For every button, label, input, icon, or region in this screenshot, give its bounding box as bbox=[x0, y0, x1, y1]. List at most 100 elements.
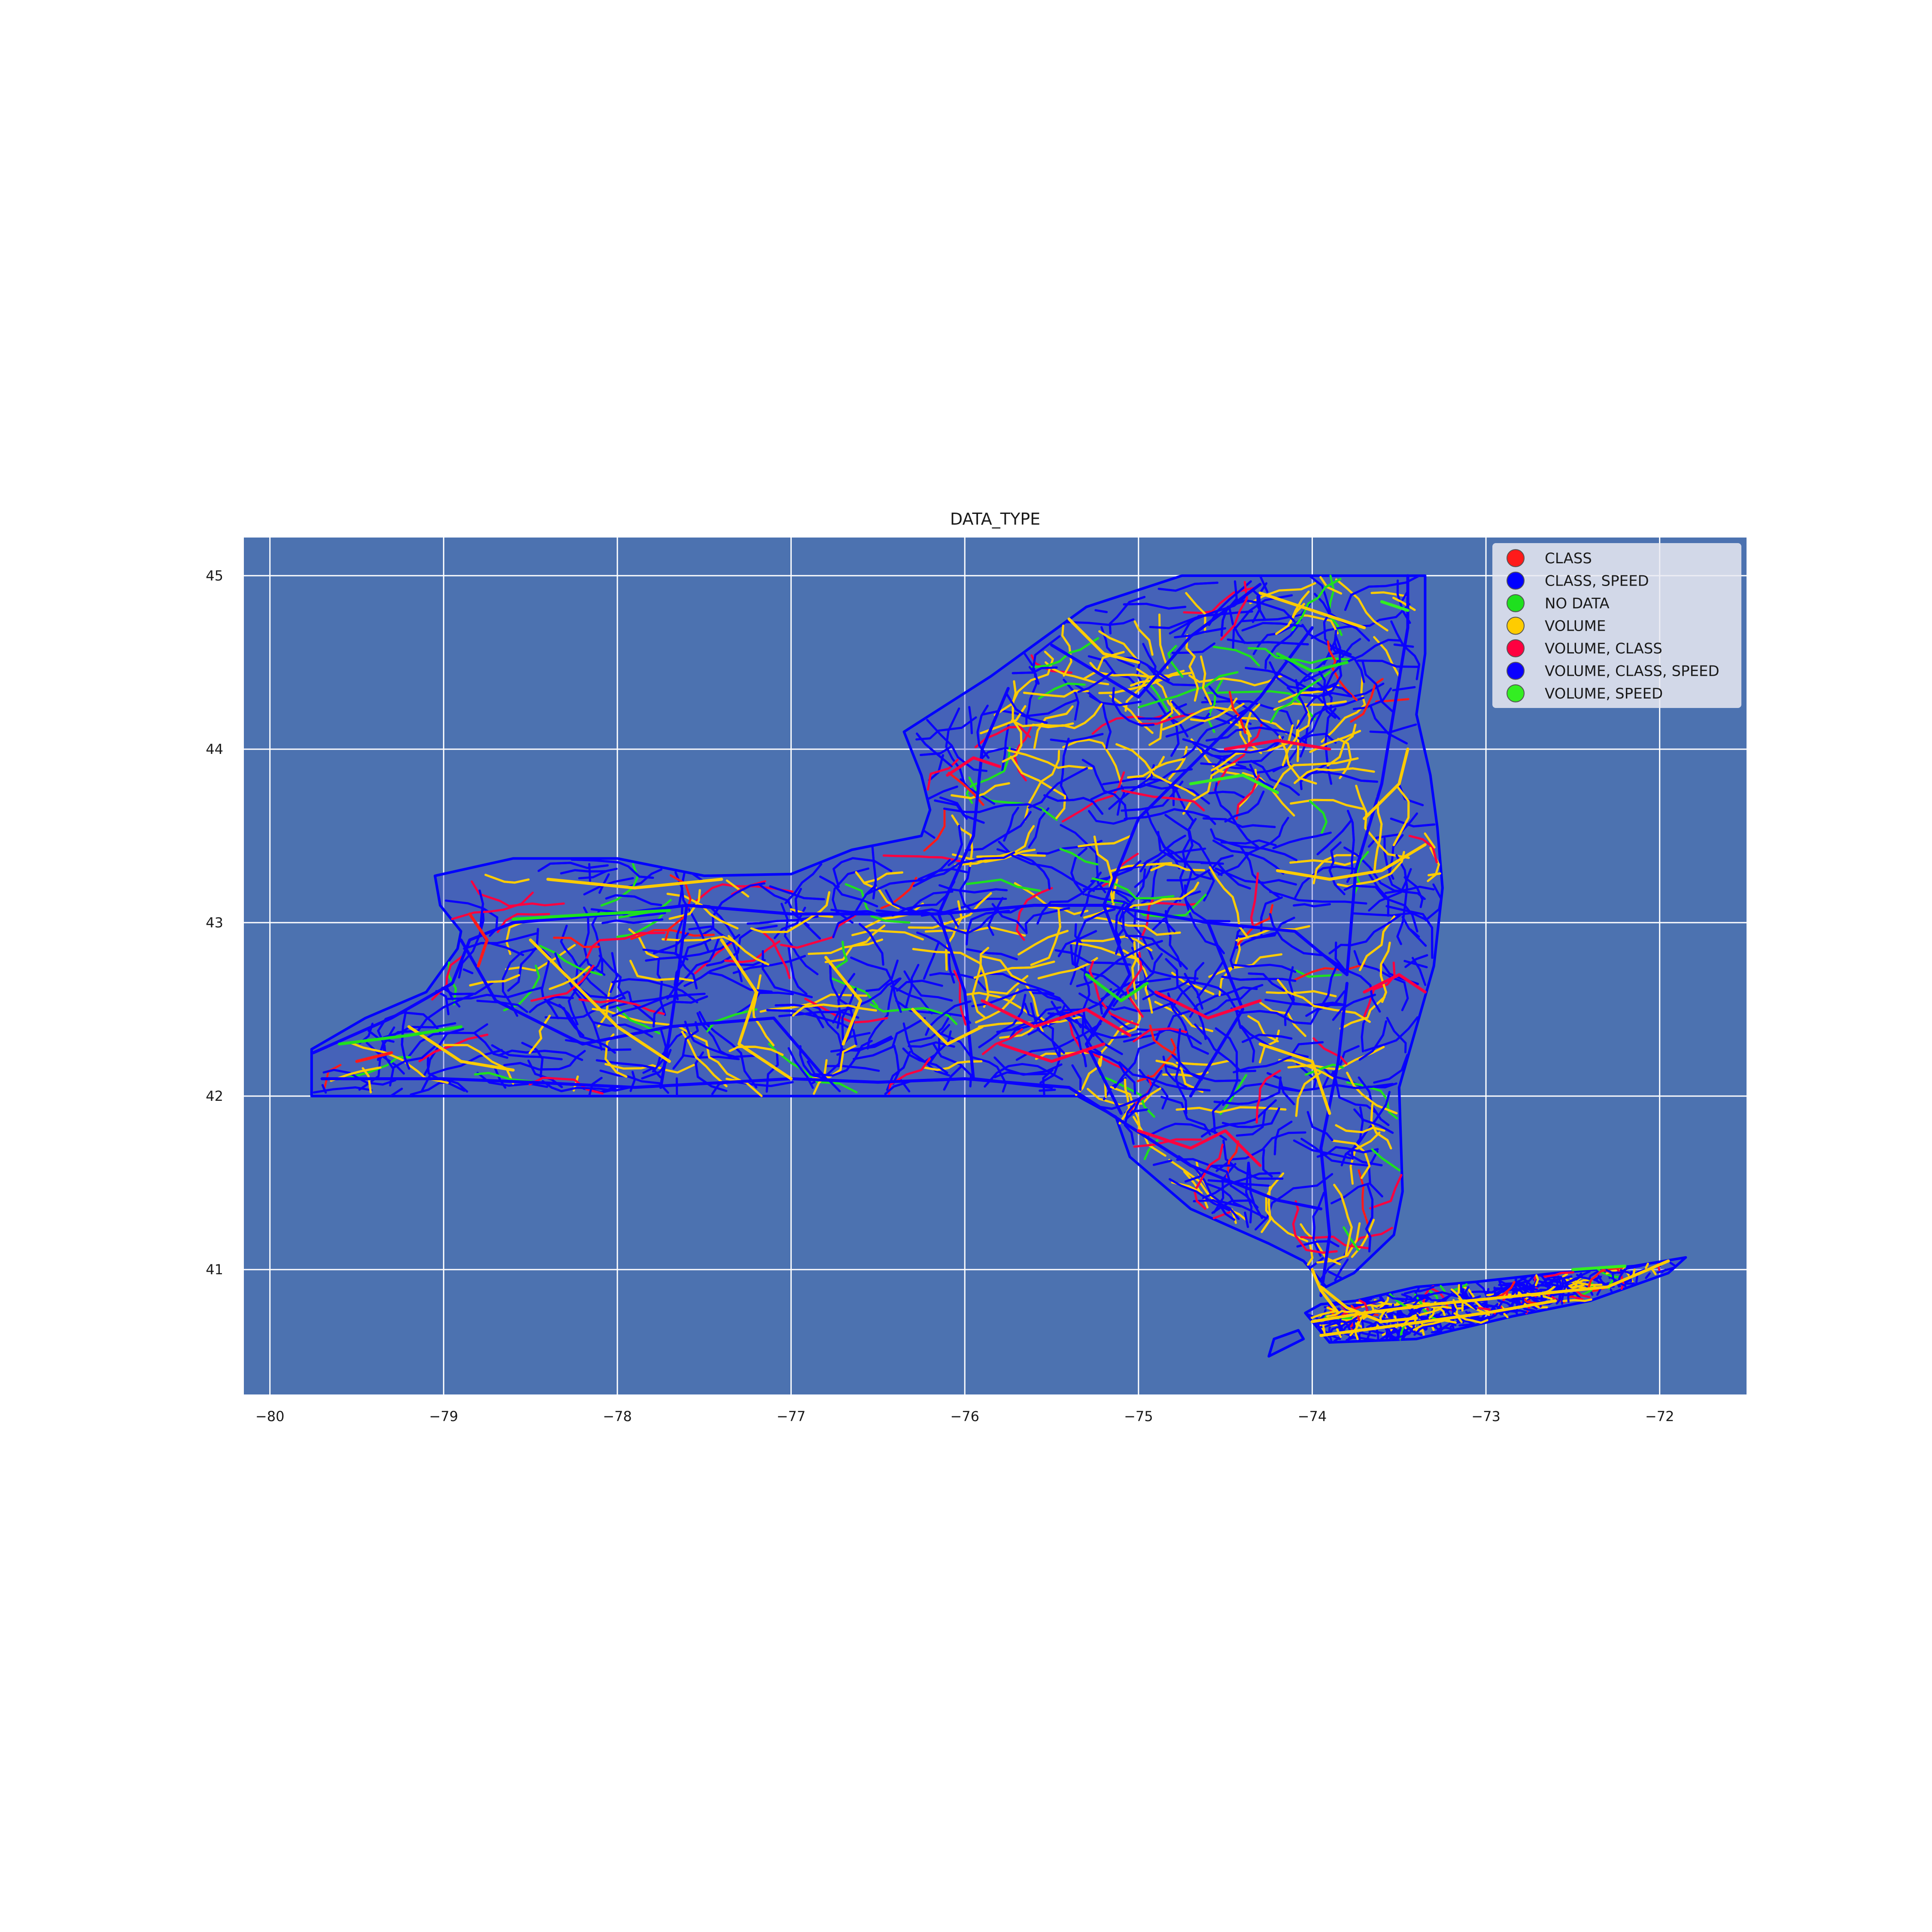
road-segment bbox=[1121, 781, 1184, 812]
road-segment bbox=[1164, 910, 1182, 967]
legend-box bbox=[1492, 543, 1741, 708]
road-segment bbox=[1167, 645, 1184, 678]
road-volume-class bbox=[1137, 1129, 1262, 1167]
road-segment bbox=[1383, 837, 1394, 880]
road-segment bbox=[1242, 1033, 1293, 1043]
road-segment bbox=[855, 871, 900, 909]
road-segment bbox=[923, 829, 936, 839]
road-segment bbox=[1194, 1143, 1224, 1210]
road-segment bbox=[1227, 638, 1309, 646]
road-segment bbox=[978, 972, 1054, 995]
road-segment bbox=[1324, 708, 1337, 785]
road-segment bbox=[1496, 1281, 1516, 1298]
road-segment bbox=[611, 994, 687, 1017]
road-segment bbox=[1136, 668, 1181, 716]
road-segment bbox=[1165, 958, 1207, 1040]
road-segment bbox=[750, 891, 830, 933]
x-tick-label: −76 bbox=[950, 1408, 979, 1425]
road-segment bbox=[774, 906, 806, 939]
road-segment bbox=[882, 854, 963, 863]
road-segment bbox=[1081, 759, 1128, 820]
road-segment bbox=[1043, 794, 1104, 815]
road-segment bbox=[541, 1080, 631, 1092]
road-segment bbox=[966, 746, 1011, 804]
road-volume-class bbox=[981, 999, 1132, 1037]
legend-label: VOLUME, SPEED bbox=[1545, 685, 1663, 702]
road-segment bbox=[1272, 757, 1359, 791]
road-segment bbox=[1369, 1174, 1403, 1209]
road-segment bbox=[1071, 1064, 1082, 1091]
road-segment bbox=[1247, 1015, 1279, 1042]
road-segment bbox=[1587, 1267, 1623, 1288]
road-segment bbox=[1139, 957, 1199, 980]
road-segment bbox=[1075, 684, 1112, 749]
road-segment bbox=[1295, 1071, 1322, 1117]
road-segment bbox=[544, 999, 585, 1037]
road-segment bbox=[586, 932, 665, 959]
road-volume-class bbox=[1224, 739, 1331, 751]
road-segment bbox=[1310, 603, 1411, 639]
road-segment bbox=[1228, 580, 1246, 644]
road-segment bbox=[1409, 1293, 1430, 1317]
road-segment bbox=[1460, 1282, 1477, 1310]
road-segment bbox=[1130, 670, 1185, 687]
road-segment bbox=[1108, 764, 1155, 810]
road-segment bbox=[1030, 908, 1061, 966]
road-segment bbox=[915, 716, 977, 741]
road-segment bbox=[1235, 774, 1260, 820]
road-segment bbox=[1669, 1262, 1677, 1267]
road-segment bbox=[446, 1079, 468, 1093]
road-segment bbox=[927, 759, 959, 791]
road-segment bbox=[1411, 957, 1427, 986]
road-segment bbox=[1024, 1002, 1062, 1060]
road-segment bbox=[1397, 782, 1424, 806]
road-segment bbox=[787, 1047, 814, 1089]
y-tick-label: 41 bbox=[206, 1261, 223, 1278]
road-segment bbox=[1369, 723, 1417, 734]
road-segment bbox=[605, 1063, 695, 1074]
road-segment bbox=[471, 880, 565, 907]
road-segment bbox=[1090, 768, 1193, 801]
road-segment bbox=[1511, 1286, 1535, 1294]
road-segment bbox=[787, 947, 808, 995]
road-segment bbox=[1424, 832, 1436, 849]
road-segment bbox=[1450, 1306, 1455, 1330]
road-segment bbox=[1114, 1030, 1161, 1089]
road-segment bbox=[835, 941, 848, 969]
road-segment bbox=[1174, 627, 1227, 638]
road-segment bbox=[1343, 846, 1426, 900]
legend-label: CLASS bbox=[1545, 550, 1592, 567]
road-segment bbox=[1051, 1001, 1087, 1067]
road-segment bbox=[674, 939, 711, 1000]
road-segment bbox=[1371, 1148, 1401, 1172]
road-no-data bbox=[1084, 973, 1149, 1002]
road-segment bbox=[1214, 782, 1259, 848]
road-segment bbox=[1202, 817, 1276, 828]
road-segment bbox=[1212, 839, 1285, 875]
road-segment bbox=[1575, 1290, 1591, 1298]
road-volume bbox=[720, 938, 793, 1081]
road-segment bbox=[1185, 634, 1199, 702]
road-segment bbox=[605, 894, 662, 906]
road-segment bbox=[390, 1088, 403, 1097]
road-segment bbox=[1385, 1293, 1404, 1301]
road-segment bbox=[1156, 832, 1212, 880]
road-segment bbox=[824, 1065, 880, 1072]
road-volume bbox=[1363, 747, 1410, 820]
road-segment bbox=[1057, 930, 1097, 957]
road-segment bbox=[896, 979, 943, 992]
road-segment bbox=[1065, 618, 1135, 626]
road-volume-class-speed bbox=[1189, 921, 1245, 1098]
legend-marker bbox=[1507, 617, 1525, 635]
road-segment bbox=[1273, 1121, 1293, 1155]
road-segment bbox=[1032, 703, 1103, 729]
road-segment bbox=[1228, 691, 1246, 734]
road-segment bbox=[841, 987, 857, 1041]
road-segment bbox=[1213, 1076, 1282, 1105]
legend-entries: CLASS CLASS, SPEED NO DATA VOLUME VOLUME, CL… bbox=[1507, 549, 1719, 702]
road-segment bbox=[1389, 1324, 1437, 1340]
road-segment bbox=[1408, 835, 1438, 863]
road-segment bbox=[1232, 963, 1297, 973]
road-segment bbox=[1339, 996, 1385, 1030]
road-segment bbox=[1007, 749, 1093, 770]
